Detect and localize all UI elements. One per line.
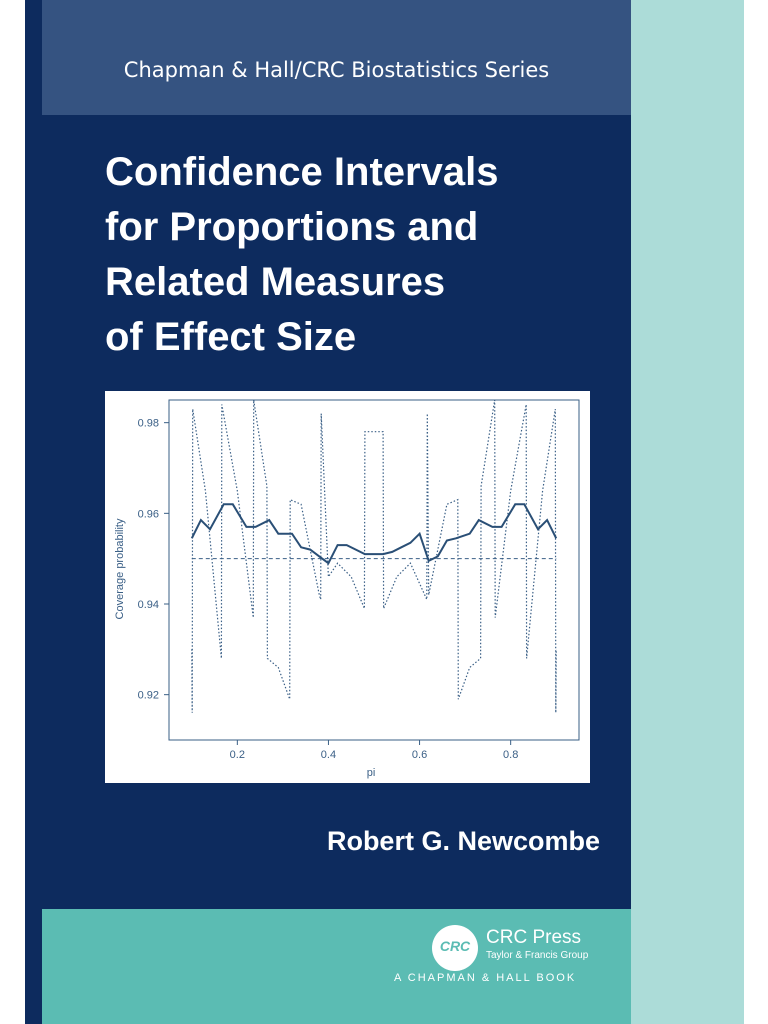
y-tick-label: 0.92 (138, 690, 159, 702)
x-axis-label: pi (367, 767, 376, 779)
crc-logo-text: CRC (439, 938, 471, 954)
coverage-chart-panel: 0.2 0.4 0.6 0.8 0.98 0.96 0.94 0.92 pi Coverag… (105, 391, 590, 783)
title-line-3: Related Measures (105, 260, 446, 304)
publisher-banner: CRC CRC Press Taylor & Francis Group A C… (42, 909, 631, 1024)
cover-side-strip (631, 0, 744, 1024)
series-dotted-line (191, 399, 557, 713)
author-name: Robert G. Newcombe (326, 826, 600, 856)
title-line-2: for Proportions and (105, 205, 479, 249)
y-tick-label: 0.96 (138, 508, 159, 520)
y-tick-label: 0.94 (138, 599, 159, 611)
y-axis-label: Coverage probability (114, 518, 126, 619)
title-line-4: of Effect Size (105, 315, 357, 359)
x-tick-label: 0.2 (230, 749, 245, 761)
y-tick-label: 0.98 (138, 418, 159, 430)
book-title: Confidence Intervals for Proportions and… (105, 145, 625, 365)
x-tick-label: 0.6 (412, 749, 427, 761)
plot-frame (168, 399, 580, 741)
coverage-chart: 0.2 0.4 0.6 0.8 0.98 0.96 0.94 0.92 pi Coverag… (114, 399, 580, 779)
publisher-imprint: A CHAPMAN & HALL BOOK (394, 972, 577, 984)
series-name: Chapman & Hall/CRC Biostatistics Series (123, 58, 550, 82)
x-tick-label: 0.8 (503, 749, 518, 761)
crc-logo-icon: CRC (432, 925, 478, 971)
title-line-1: Confidence Intervals (105, 150, 499, 194)
series-banner: Chapman & Hall/CRC Biostatistics Series (42, 0, 631, 115)
publisher-name: CRC Press (486, 927, 582, 948)
x-tick-label: 0.4 (321, 749, 336, 761)
series-solid-line (190, 503, 558, 565)
publisher-group: Taylor & Francis Group (486, 950, 589, 961)
